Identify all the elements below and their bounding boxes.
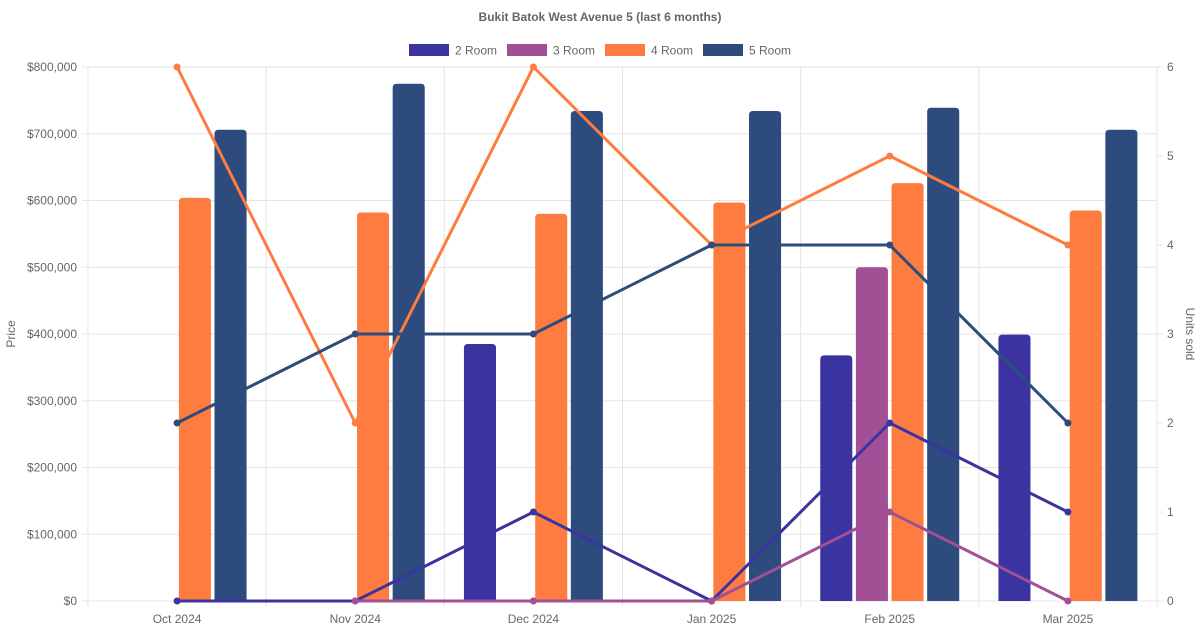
line-5-room [175,243,1070,425]
bar-4-room [891,183,924,601]
legend: 2 Room 3 Room 4 Room 5 Room [409,44,791,58]
line-3-room [353,510,1070,603]
point-3-room [1064,597,1072,605]
point-4-room [1064,241,1072,249]
y-tick-label: $700,000 [27,127,77,141]
legend-label-2-room: 2 Room [455,44,497,58]
bar-4-room [178,197,211,601]
point-5-room [708,241,716,249]
legend-item-2-room: 2 Room [409,44,497,58]
y2-tick-label: 0 [1167,594,1174,608]
y2-tick-label: 5 [1167,149,1174,163]
point-4-room [351,419,359,427]
bar-5-room [927,107,960,601]
point-2-room [1064,508,1072,516]
legend-swatch-3-room [507,44,547,56]
legend-swatch-5-room [703,44,743,56]
y2-tick-label: 4 [1167,238,1174,252]
grid-layer [82,66,1163,607]
y2-tick-label: 2 [1167,416,1174,430]
bar-2-room [463,344,497,601]
legend-item-3-room: 3 Room [507,44,595,58]
y2-tick-label: 1 [1167,505,1174,519]
point-5-room [173,419,181,427]
point-4-room [173,63,181,71]
bar-5-room [748,111,782,602]
point-2-room [886,419,894,427]
bar-5-room [1105,129,1138,601]
legend-swatch-4-room [605,44,645,56]
point-5-room [886,241,894,249]
bar-2-room [998,334,1031,601]
point-3-room [886,508,894,516]
point-5-room [529,330,537,338]
bar-4-room [713,202,746,601]
y-tick-label: $400,000 [27,327,77,341]
line-4-room [175,65,1070,425]
line-2-room [175,421,1070,603]
point-5-room [351,330,359,338]
y2-tick-label: 3 [1167,327,1174,341]
y2-tick-label: 6 [1167,60,1174,74]
y2-axis-title: Units sold [1183,308,1197,361]
x-tick-label: Mar 2025 [1043,612,1094,626]
y-axis-title: Price [4,320,18,348]
y-tick-label: $300,000 [27,394,77,408]
line-layer [173,63,1072,605]
chart-title: Bukit Batok West Avenue 5 (last 6 months… [479,10,722,24]
x-tick-label: Dec 2024 [508,612,560,626]
point-3-room [351,597,359,605]
bar-3-room [855,267,888,601]
point-2-room [173,597,181,605]
bar-layer [178,83,1138,602]
legend-swatch-2-room [409,44,449,56]
bar-5-room [214,129,247,601]
point-3-room [529,597,537,605]
y-tick-label: $0 [64,594,78,608]
legend-item-5-room: 5 Room [703,44,791,58]
y-tick-label: $100,000 [27,527,77,541]
point-5-room [1064,419,1072,427]
x-tick-label: Oct 2024 [153,612,202,626]
bar-5-room [392,83,425,601]
y-tick-label: $500,000 [27,260,77,274]
axis-layer: $0 $100,000 $200,000 $300,000 $400,000 $500,0… [27,60,1174,626]
y-tick-label: $600,000 [27,194,77,208]
x-tick-label: Nov 2024 [330,612,382,626]
legend-label-4-room: 4 Room [651,44,693,58]
bar-4-room [535,213,568,601]
point-4-room [886,152,894,160]
bar-4-room [1069,210,1102,601]
y-tick-label: $800,000 [27,60,77,74]
legend-label-5-room: 5 Room [749,44,791,58]
x-tick-label: Jan 2025 [687,612,737,626]
legend-label-3-room: 3 Room [553,44,595,58]
point-2-room [529,508,537,516]
point-4-room [529,63,537,71]
x-tick-label: Feb 2025 [864,612,915,626]
bar-5-room [570,111,603,602]
point-3-room [708,597,716,605]
bar-4-room [357,212,390,601]
legend-item-4-room: 4 Room [605,44,693,58]
y-tick-label: $200,000 [27,461,77,475]
